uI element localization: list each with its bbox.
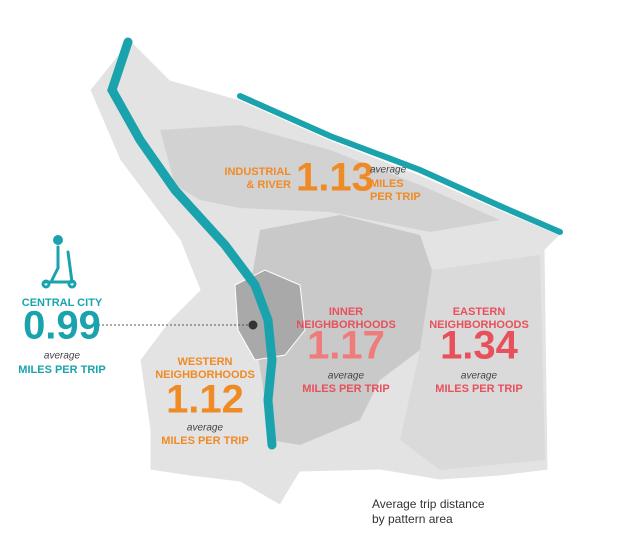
area-value: 1.13 <box>296 156 374 200</box>
area-name: INNER <box>329 306 363 318</box>
area-name: EASTERN <box>453 306 506 318</box>
central-city-dot <box>248 320 258 330</box>
scooter-icon <box>41 235 77 289</box>
eastern-area <box>400 255 545 470</box>
area-name: & RIVER <box>246 179 291 191</box>
inner-area <box>248 215 432 445</box>
average-label: average <box>44 351 81 362</box>
unit-label: MILES PER TRIP <box>435 383 522 395</box>
map <box>89 37 563 506</box>
unit-label: MILES PER TRIP <box>302 383 389 395</box>
area-name: CENTRAL CITY <box>22 297 103 309</box>
columbia-river <box>237 93 563 235</box>
area-value: 1.34 <box>440 324 519 368</box>
area-name: INDUSTRIAL <box>224 166 291 178</box>
caption: Average trip distance <box>372 497 485 511</box>
caption: by pattern area <box>372 512 453 526</box>
area-value: 1.12 <box>166 378 244 422</box>
unit-label: MILES PER TRIP <box>161 435 248 447</box>
willamette-river <box>107 37 277 450</box>
unit-label: MILES PER TRIP <box>18 364 105 376</box>
area-name: NEIGHBORHOODS <box>429 319 529 331</box>
area-value: 0.99 <box>23 304 101 348</box>
industrial-area <box>160 125 500 232</box>
area-name: WESTERN <box>178 356 233 368</box>
average-label: average <box>370 165 407 176</box>
area-name: NEIGHBORHOODS <box>296 319 396 331</box>
average-label: average <box>187 423 224 434</box>
area-value: 1.17 <box>307 324 385 368</box>
unit-label: MILES <box>370 178 404 190</box>
average-label: average <box>461 371 498 382</box>
unit-label: PER TRIP <box>370 191 421 203</box>
area-name: NEIGHBORHOODS <box>155 369 255 381</box>
average-label: average <box>328 371 365 382</box>
